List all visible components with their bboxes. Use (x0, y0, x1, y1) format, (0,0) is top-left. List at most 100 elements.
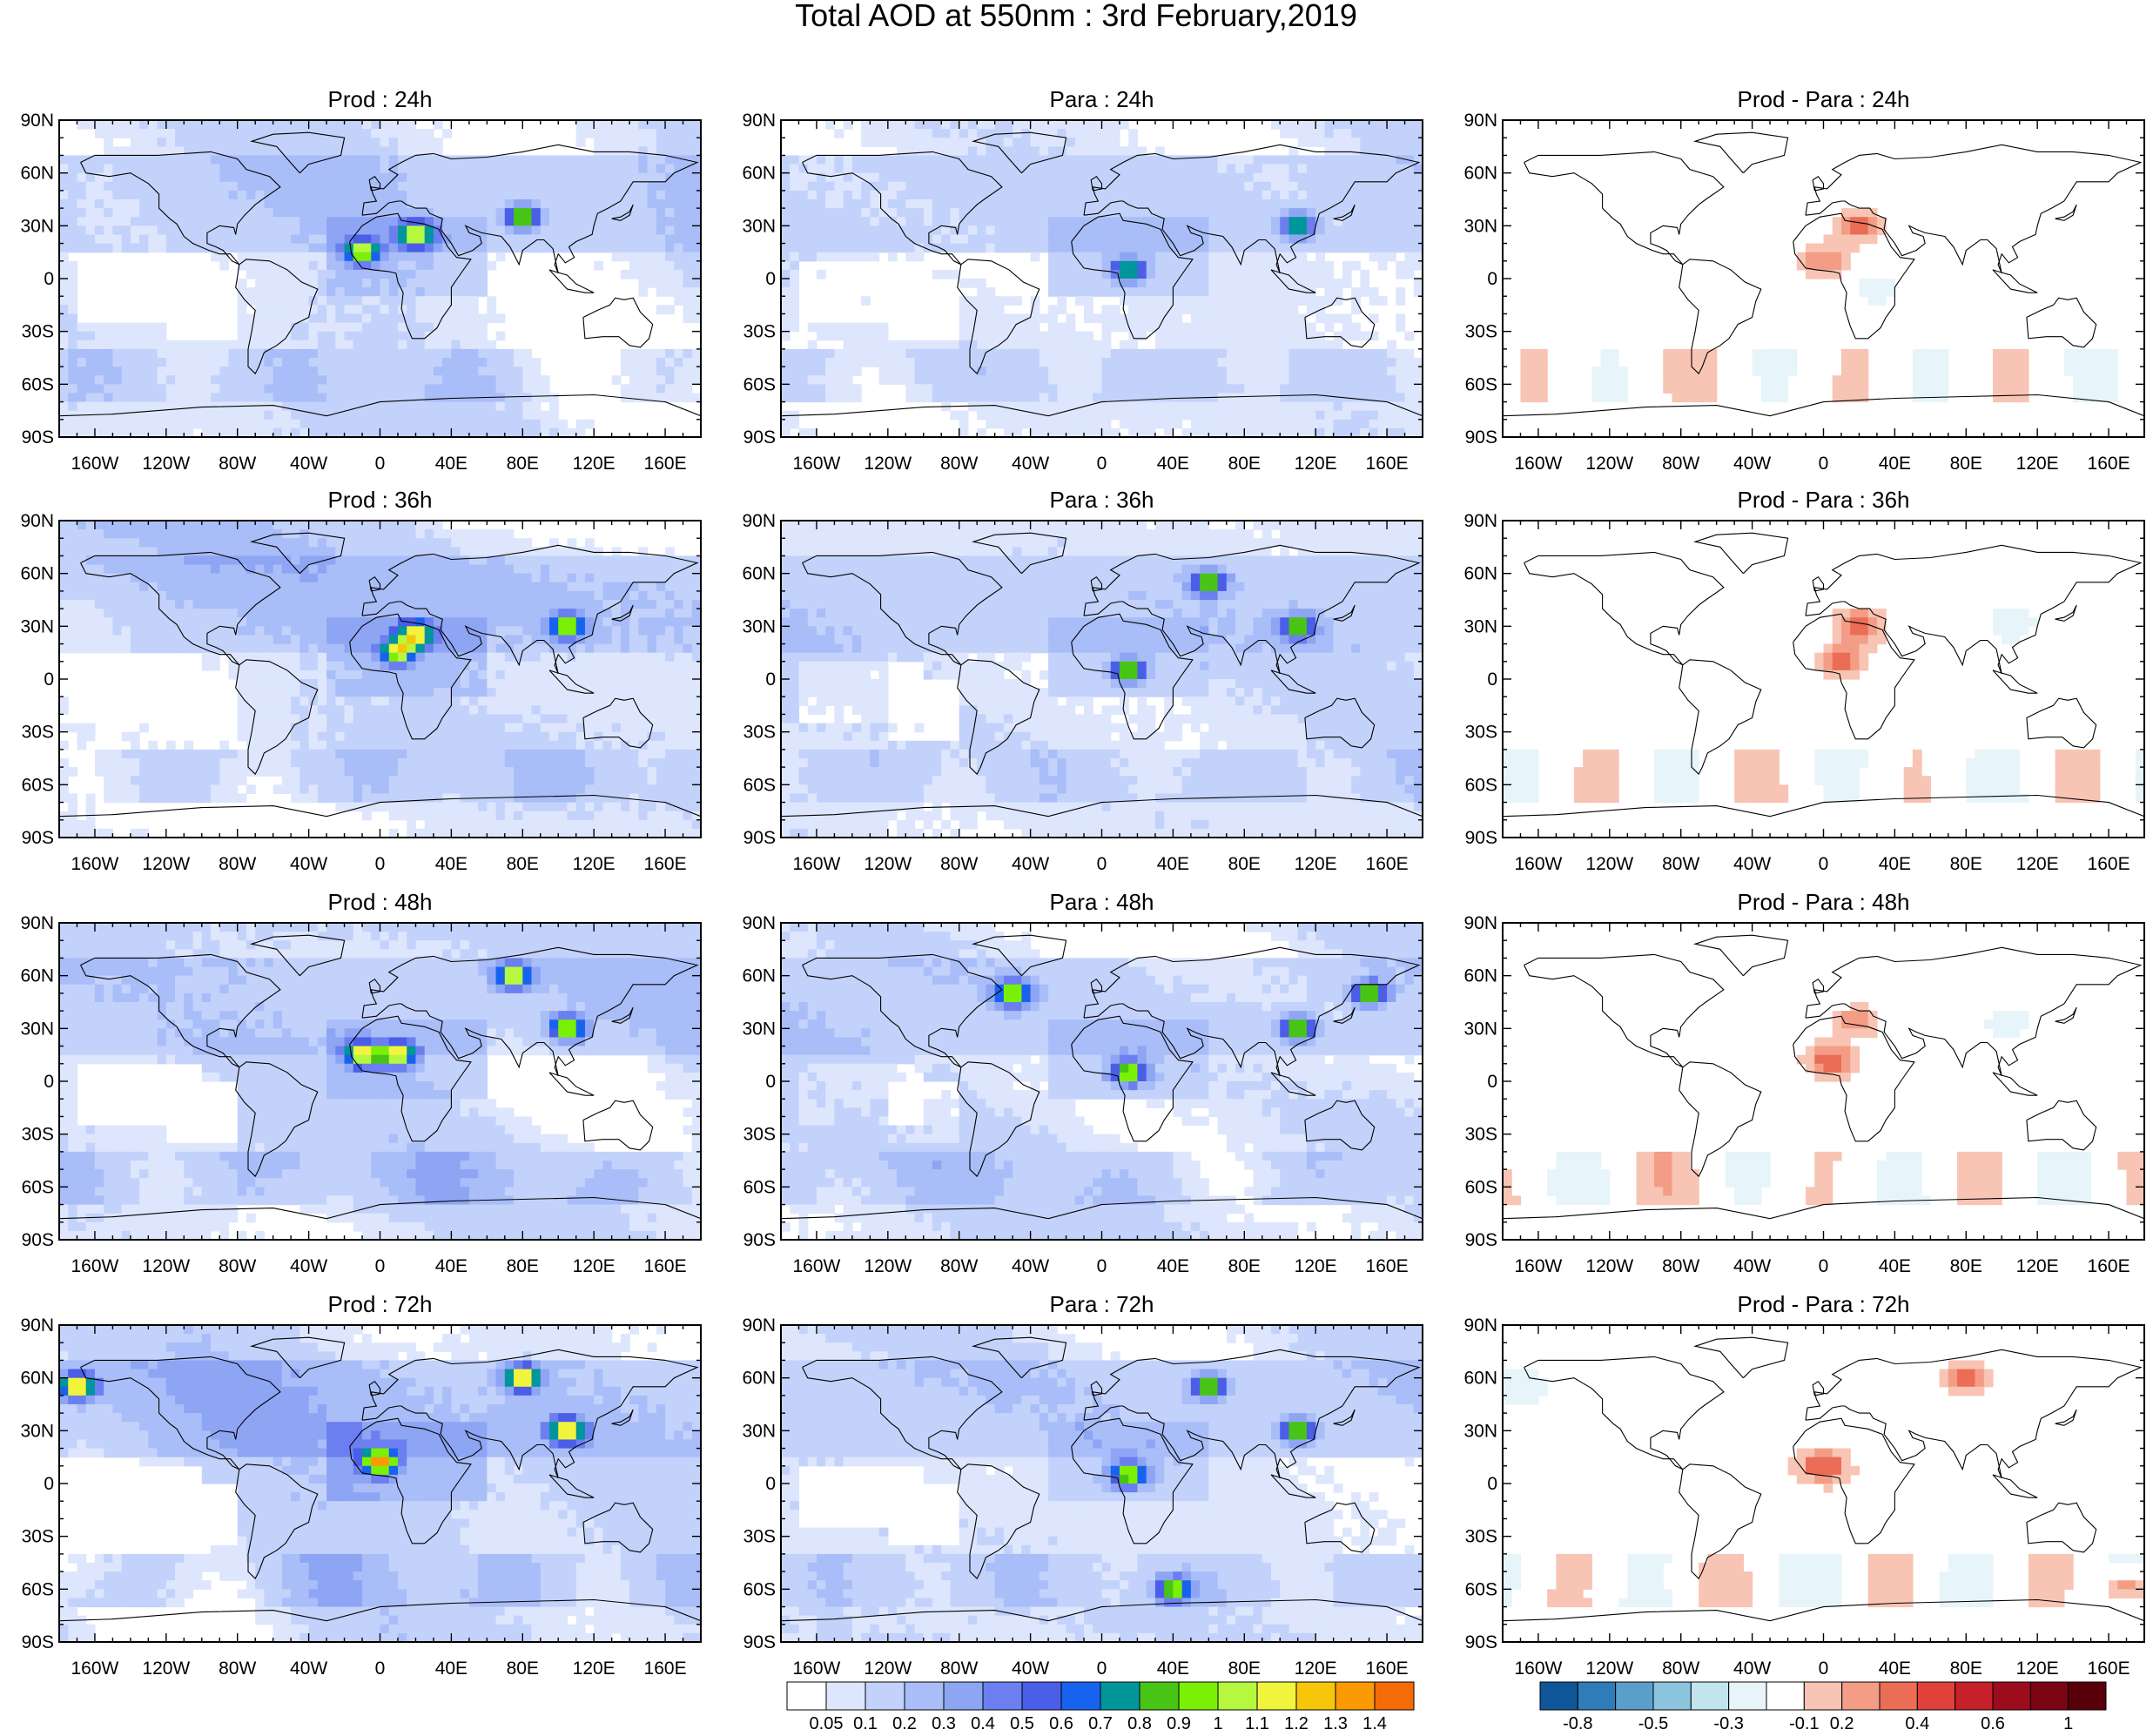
coastlines (59, 1336, 701, 1622)
aod-field (1503, 120, 2144, 437)
lat-tick-label: 60N (20, 564, 54, 584)
lon-tick-label: 40W (1012, 1659, 1049, 1679)
lon-tick-label: 160W (71, 1256, 119, 1276)
lat-tick-label: 60N (742, 1369, 776, 1389)
lon-tick-label: 40W (1733, 1256, 1771, 1276)
colorbar-swatch (1652, 1681, 1692, 1711)
colorbar-swatch (1879, 1681, 1918, 1711)
colorbar-swatch (1335, 1681, 1376, 1711)
colorbar-label: 0.3 (932, 1714, 956, 1733)
lon-tick-label: 40E (1879, 454, 1911, 474)
lat-tick-label: 30N (1463, 1421, 1497, 1441)
lat-tick-label: 30S (22, 723, 54, 743)
lat-tick-label: 90N (742, 111, 776, 131)
lon-tick-label: 40W (290, 1659, 327, 1679)
lon-tick-label: 40W (1733, 854, 1771, 874)
lat-tick-label: 30N (20, 1019, 54, 1039)
lat-tick-label: 90N (1463, 511, 1497, 531)
coastlines (1503, 1336, 2144, 1622)
colorbar-label: 0.1 (853, 1714, 878, 1733)
lon-tick-label: 40W (1012, 854, 1049, 874)
colorbar-swatch (1295, 1681, 1336, 1711)
lat-tick-label: 60S (743, 1177, 776, 1197)
lon-tick-label: 40W (290, 1256, 327, 1276)
aod-colorbar: 0.05 0.1 0.2 0.3 0.4 0.5 0.6 0.7 0.8 0.9 1 1.1 1.2 1.… (786, 1681, 1415, 1733)
map-panel: Prod - Para : 24h 90N 60N 30N 0 30S 60S 90S 160W… (1463, 86, 2145, 474)
coastlines (781, 532, 1423, 818)
lat-tick-label: 30S (743, 1527, 776, 1547)
lat-tick-label: 90S (1465, 1230, 1497, 1250)
lon-tick-label: 160W (71, 454, 119, 474)
lat-tick-label: 90S (743, 1632, 776, 1652)
difference-colorbar: -0.8 -0.5 -0.3 -0.1 0.2 0.4 0.6 1 (1539, 1681, 2107, 1733)
lon-tick-label: 0 (1819, 454, 1829, 474)
lon-tick-label: 80E (1228, 1659, 1261, 1679)
colorbar-swatch (825, 1681, 866, 1711)
lon-tick-label: 160W (71, 1659, 119, 1679)
colorbar-swatch (1955, 1681, 1994, 1711)
lat-tick-label: 90N (742, 913, 776, 933)
lon-tick-label: 120W (142, 1659, 190, 1679)
lon-tick-label: 40W (1012, 1256, 1049, 1276)
lon-tick-label: 40E (435, 1256, 468, 1276)
panel-title: Prod : 72h (328, 1291, 433, 1317)
lon-tick-label: 80E (507, 454, 539, 474)
map-panel: Prod - Para : 72h 90N 60N 30N 0 30S 60S 90S 160W… (1463, 1291, 2145, 1679)
lon-tick-label: 40E (1157, 854, 1189, 874)
lon-tick-label: 0 (375, 854, 386, 874)
lon-tick-label: 120E (573, 454, 616, 474)
lon-tick-label: 80W (940, 454, 978, 474)
lon-tick-label: 120W (864, 854, 912, 874)
colorbar-label: 1.4 (1362, 1714, 1387, 1733)
lon-tick-label: 80W (940, 1256, 978, 1276)
lon-tick-label: 160E (2088, 454, 2130, 474)
lat-tick-label: 0 (44, 269, 54, 289)
colorbar-swatch (943, 1681, 984, 1711)
lat-tick-label: 0 (1487, 269, 1497, 289)
colorbar-swatch (1021, 1681, 1062, 1711)
lon-tick-label: 120E (1295, 454, 1337, 474)
lon-tick-label: 40E (1879, 1256, 1911, 1276)
lat-tick-label: 60S (743, 374, 776, 394)
lat-tick-label: 90N (1463, 111, 1497, 131)
colorbar-swatch (1766, 1681, 1805, 1711)
lon-tick-label: 120E (1295, 1256, 1337, 1276)
colorbar-label: 0.05 (810, 1714, 844, 1733)
aod-field (59, 923, 701, 1240)
lon-tick-label: 80E (1950, 1256, 1982, 1276)
lat-tick-label: 60N (1463, 966, 1497, 986)
lon-tick-label: 80E (1950, 454, 1982, 474)
colorbar-label: 0.2 (892, 1714, 917, 1733)
map-panel: Prod : 72h 90N 60N 30N 0 30S 60S 90S 160W 120W 80W… (20, 1291, 702, 1679)
lon-tick-label: 160E (644, 1659, 687, 1679)
lat-tick-label: 30N (1463, 216, 1497, 236)
colorbar-swatch (1139, 1681, 1180, 1711)
panel-title: Prod : 48h (328, 889, 433, 915)
colorbar-swatch (982, 1681, 1023, 1711)
lat-tick-label: 30N (742, 1019, 776, 1039)
lon-tick-label: 160E (644, 854, 687, 874)
lon-tick-label: 80W (219, 1659, 256, 1679)
colorbar-swatch (1217, 1681, 1258, 1711)
lat-tick-label: 90N (742, 1315, 776, 1336)
lon-tick-label: 160E (644, 1256, 687, 1276)
lat-tick-label: 60N (20, 966, 54, 986)
lon-tick-label: 80E (1950, 1659, 1982, 1679)
lon-tick-label: 0 (1819, 1659, 1829, 1679)
coastlines (1503, 934, 2144, 1220)
coastlines (1503, 131, 2144, 417)
lon-tick-label: 160W (1515, 1659, 1563, 1679)
aod-field (781, 120, 1423, 437)
lon-tick-label: 40W (290, 454, 327, 474)
lon-tick-label: 160W (1515, 854, 1563, 874)
lat-tick-label: 60S (1465, 775, 1497, 795)
lat-tick-label: 0 (765, 1072, 776, 1092)
lat-tick-label: 90N (742, 511, 776, 531)
lon-tick-label: 40E (1879, 854, 1911, 874)
map-panel: Prod : 24h 90N 60N 30N 0 30S 60S 90S 160W 120W 80W… (20, 86, 702, 474)
lat-tick-label: 30S (1465, 322, 1497, 342)
lon-tick-label: 80E (1228, 454, 1261, 474)
lat-tick-label: 30S (22, 1527, 54, 1547)
lat-tick-label: 0 (1487, 670, 1497, 690)
lat-tick-label: 60S (743, 775, 776, 795)
